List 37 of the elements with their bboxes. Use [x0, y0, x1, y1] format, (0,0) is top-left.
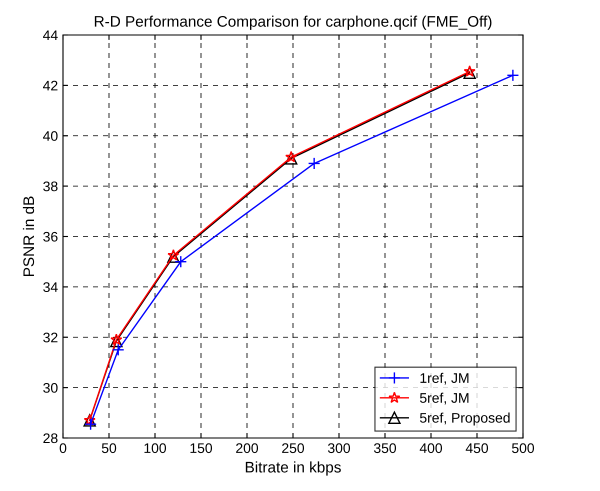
x-tick-label: 100: [144, 443, 166, 454]
x-tick-label: 400: [420, 443, 442, 454]
y-tick-label: 32: [43, 332, 58, 342]
y-tick-label: 36: [43, 232, 58, 242]
y-tick-label: 40: [43, 131, 58, 141]
y-tick-label: 38: [43, 181, 58, 192]
point: [174, 255, 188, 268]
point: [284, 152, 298, 165]
y-tick-label: 28: [43, 433, 58, 444]
point: [84, 418, 97, 430]
point: [308, 157, 320, 170]
y-tick-label: 42: [43, 80, 58, 90]
legend-label: 5ref, Proposed: [420, 412, 510, 426]
x-tick-label: 0: [60, 443, 66, 454]
y-tick-label: 30: [43, 382, 58, 393]
point: [463, 66, 476, 80]
x-tick-label: 500: [512, 443, 534, 454]
x-tick-label: 150: [190, 443, 212, 454]
x-tick-label: 250: [282, 443, 304, 454]
point: [285, 150, 298, 162]
point: [110, 334, 122, 345]
x-tick-label: 350: [374, 443, 396, 454]
y-axis-title: PSNR in dB: [22, 196, 34, 276]
legend-label: 5ref, JM: [420, 392, 468, 405]
point: [110, 334, 123, 348]
y-tick-label: 34: [43, 282, 58, 292]
chart-title: R-D Performance Comparison for carphone.qcif (FME_Off): [94, 16, 492, 30]
legend-label: 1ref, JM: [420, 372, 468, 385]
y-tick-label: 44: [43, 30, 58, 40]
point: [112, 344, 124, 356]
x-tick-label: 300: [328, 443, 350, 454]
point: [464, 65, 476, 77]
point: [506, 69, 520, 82]
x-axis-title: Bitrate in kbps: [246, 461, 341, 476]
x-tick-label: 450: [466, 443, 488, 454]
x-tick-label: 50: [102, 443, 116, 454]
x-tick-label: 200: [236, 443, 258, 454]
